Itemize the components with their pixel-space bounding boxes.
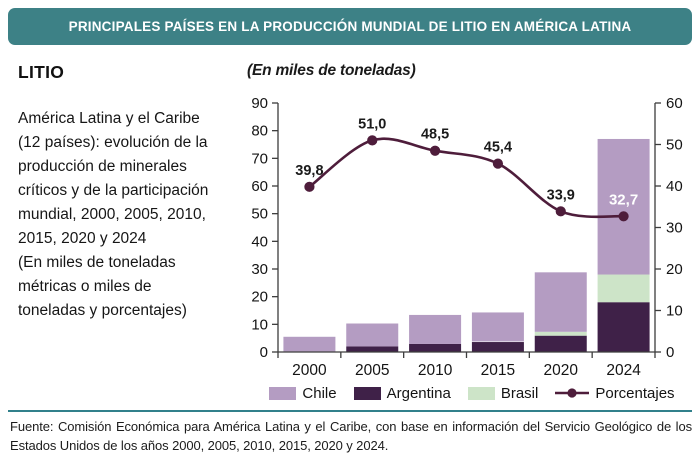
bar-brasil-2020 (534, 331, 587, 336)
legend-swatch-argentina-icon (353, 386, 381, 400)
line-marker-2024 (618, 211, 629, 222)
bar-chile-2000 (283, 336, 336, 352)
x-category-label: 2015 (481, 362, 515, 379)
legend-swatch-chile-icon (269, 386, 297, 400)
right-tick-label: 10 (666, 303, 683, 320)
bar-chile-2005 (346, 323, 399, 347)
left-text-column: LITIO América Latina y el Caribe (12 paí… (18, 62, 230, 323)
bar-chile-2024 (597, 138, 650, 275)
bar-argentina-2024 (597, 302, 650, 352)
left-tick-label: 30 (251, 261, 268, 278)
left-tick-label: 20 (251, 289, 268, 306)
line-value-label-2024: 32,7 (609, 191, 638, 208)
source-note: Fuente: Comisión Económica para América … (10, 419, 692, 453)
lithium-production-chart: 0 10 20 30 40 50 60 70 80 90 0 10 20 30 40 50 60 2000 2005… (251, 95, 683, 379)
line-marker-2015 (492, 158, 504, 169)
legend-line-marker-icon (555, 388, 590, 398)
legend-swatch-brasil-icon (467, 386, 495, 400)
bar-chile-2015 (471, 312, 524, 342)
legend-label: Argentina (386, 384, 451, 402)
x-category-label: 2024 (606, 362, 641, 379)
left-tick-label: 90 (251, 95, 268, 112)
line-value-label-2015: 45,4 (484, 140, 512, 156)
chart-legend: Chile Argentina Brasil Porcentajes (246, 383, 698, 403)
right-tick-label: 0 (666, 344, 674, 361)
legend-label: Porcentajes (595, 384, 675, 402)
bar-argentina-2020 (534, 335, 587, 352)
legend-item-brasil: Brasil (467, 384, 539, 402)
line-value-label-2020: 33,9 (547, 187, 575, 203)
left-tick-label: 50 (251, 206, 268, 223)
left-tick-label: 70 (251, 150, 268, 167)
bar-brasil-2024 (597, 274, 650, 303)
bar-chile-2020 (534, 272, 587, 332)
right-tick-label: 20 (666, 261, 683, 278)
legend-item-porcentajes: Porcentajes (555, 384, 675, 402)
x-category-label: 2000 (292, 362, 327, 379)
right-tick-label: 30 (666, 220, 683, 237)
chart-unit-note: (En miles de toneladas métricas o miles … (18, 254, 187, 319)
right-tick-label: 60 (666, 95, 683, 112)
right-tick-label: 40 (666, 178, 683, 195)
x-category-label: 2005 (355, 362, 389, 379)
line-marker-2000 (304, 181, 315, 192)
left-tick-label: 60 (251, 178, 268, 195)
bar-argentina-2005 (346, 346, 399, 352)
line-marker-2010 (429, 145, 441, 156)
x-category-label: 2010 (418, 362, 453, 379)
legend-label: Brasil (500, 384, 539, 402)
chart-subtitle: (En miles de toneladas) (247, 62, 416, 79)
bar-chile-2010 (409, 314, 462, 344)
chart-area: 0 10 20 30 40 50 60 70 80 90 0 10 20 30 40 50 60 2000 2005… (246, 90, 698, 384)
left-tick-label: 0 (260, 344, 268, 361)
commodity-heading: LITIO (18, 62, 65, 82)
right-tick-label: 50 (666, 137, 683, 154)
left-tick-label: 10 (251, 316, 268, 333)
legend-item-chile: Chile (269, 384, 337, 402)
line-value-label-2000: 39,8 (295, 163, 323, 179)
legend-item-argentina: Argentina (353, 384, 451, 402)
bar-argentina-2010 (409, 343, 462, 352)
percentages-line (308, 137, 624, 219)
left-tick-label: 40 (251, 233, 268, 250)
legend-label: Chile (302, 384, 337, 402)
line-marker-2020 (555, 206, 566, 217)
line-value-label-2005: 51,0 (358, 116, 386, 132)
bar-argentina-2015 (471, 342, 524, 352)
x-category-label: 2020 (544, 362, 579, 379)
footer-divider (8, 410, 692, 412)
line-marker-2005 (367, 135, 378, 146)
title-banner: PRINCIPALES PAÍSES EN LA PRODUCCIÓN MUND… (8, 8, 692, 45)
left-tick-label: 80 (251, 123, 268, 140)
chart-description: América Latina y el Caribe (12 países): … (18, 110, 209, 247)
line-value-label-2010: 48,5 (421, 127, 449, 143)
page-title: PRINCIPALES PAÍSES EN LA PRODUCCIÓN MUND… (68, 19, 632, 34)
